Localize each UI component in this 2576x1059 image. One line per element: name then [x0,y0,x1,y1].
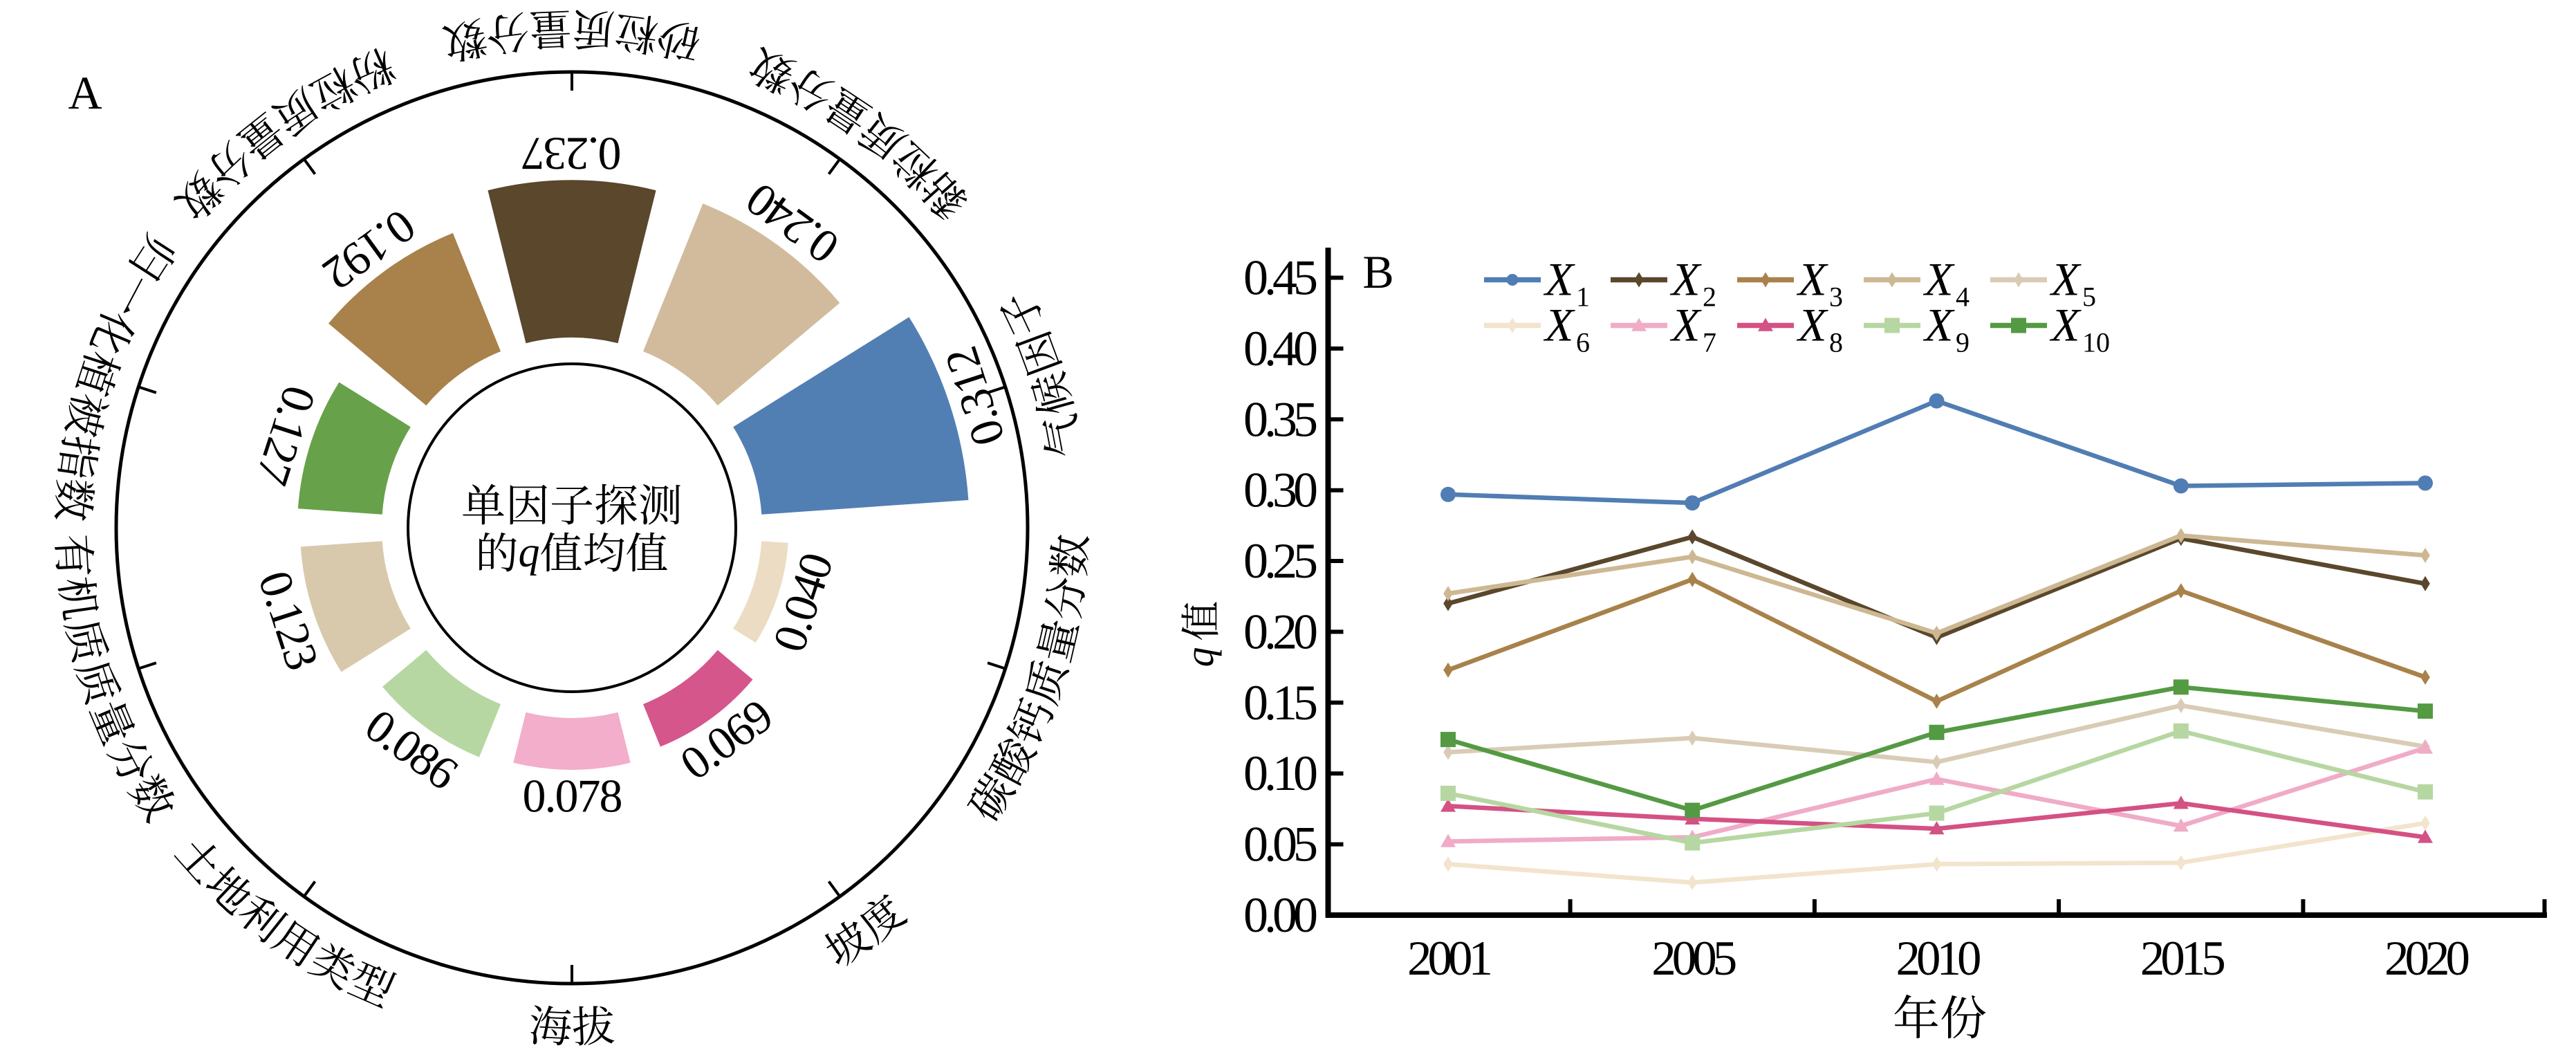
svg-text:2001: 2001 [1407,932,1491,986]
svg-text:7: 7 [1703,327,1716,358]
svg-text:2: 2 [1703,282,1716,313]
svg-text:0.20: 0.20 [1243,604,1317,659]
svg-text:0.40: 0.40 [1243,321,1317,376]
svg-text:0.35: 0.35 [1243,392,1317,447]
svg-text:A: A [68,66,102,119]
svg-text:X: X [1543,299,1575,351]
svg-text:0.00: 0.00 [1243,887,1317,943]
svg-text:0.45: 0.45 [1243,250,1317,306]
svg-text:X: X [2049,299,2082,351]
svg-text:0.05: 0.05 [1243,817,1317,872]
svg-text:1: 1 [1576,282,1590,313]
svg-text:B: B [1362,246,1393,298]
svg-text:0.078: 0.078 [523,769,622,822]
svg-text:8: 8 [1829,327,1843,358]
svg-text:X: X [1796,253,1828,306]
svg-text:6: 6 [1576,327,1590,358]
svg-text:2005: 2005 [1651,932,1736,986]
svg-text:X: X [1669,253,1702,306]
svg-text:X: X [1796,299,1828,351]
svg-text:0.10: 0.10 [1243,746,1317,801]
svg-text:X: X [2049,253,2082,306]
svg-text:X: X [1922,253,1955,306]
svg-text:X: X [1669,299,1702,351]
svg-text:9: 9 [1956,327,1970,358]
svg-text:2020: 2020 [2384,932,2469,986]
svg-text:0.30: 0.30 [1243,463,1317,518]
svg-text:4: 4 [1956,282,1970,313]
svg-text:q: q [519,529,540,576]
svg-text:3: 3 [1829,282,1843,313]
svg-text:2015: 2015 [2140,932,2225,986]
svg-text:q: q [1177,647,1222,667]
svg-text:5: 5 [2082,282,2096,313]
svg-text:0.237: 0.237 [522,128,622,181]
svg-text:0.15: 0.15 [1243,675,1317,730]
svg-text:X: X [1543,253,1575,306]
svg-text:2010: 2010 [1896,932,1981,986]
svg-text:10: 10 [2082,327,2110,358]
svg-text:0.25: 0.25 [1243,533,1317,589]
svg-text:X: X [1922,299,1955,351]
